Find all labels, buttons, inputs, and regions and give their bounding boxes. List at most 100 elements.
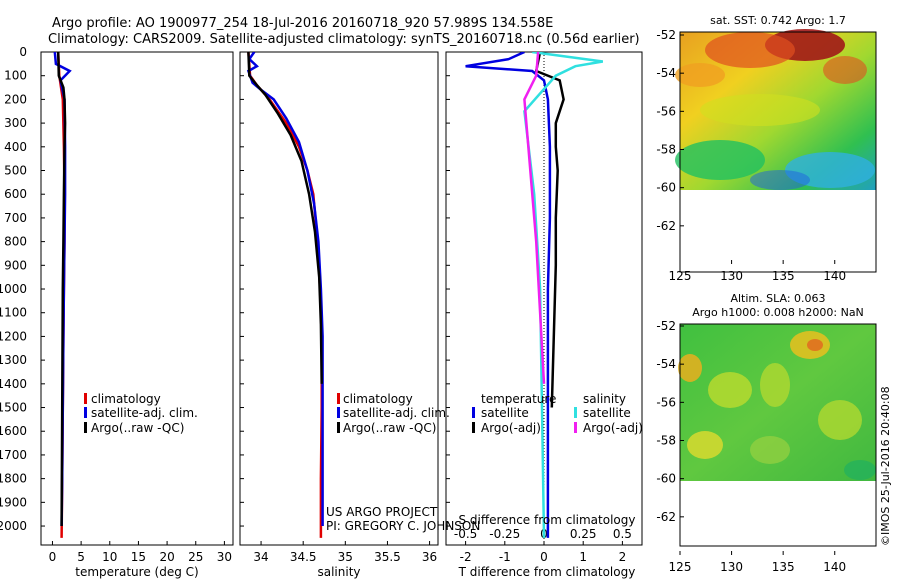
x-tick-label: -1 — [499, 550, 511, 564]
series-line-argo-raw-qc- — [56, 52, 67, 527]
legend-label: climatology — [91, 392, 161, 406]
legend-label: Argo(..raw -QC) — [343, 421, 436, 435]
series-line-t-argo-adj- — [534, 52, 565, 408]
depth-tick-label: 1300 — [0, 353, 27, 367]
sst-map-border — [679, 31, 877, 273]
difference-legend: temperature salinity satellite Argo(-adj… — [472, 392, 643, 435]
x-tick-label: 2 — [619, 550, 627, 564]
map-y-tick-label: -54 — [656, 66, 676, 80]
depth-tick-label: 1800 — [0, 472, 27, 486]
x-tick-label: 35.5 — [374, 550, 401, 564]
legend-swatch-argo — [337, 422, 340, 433]
difference-xlabel-top: S difference from climatology — [459, 513, 636, 527]
x-tick-label: 15 — [131, 550, 146, 564]
map-x-tick-label: 125 — [669, 269, 692, 283]
salinity-xlabel: salinity — [317, 565, 360, 579]
map-y-tick-label: -60 — [656, 181, 676, 195]
depth-tick-label: 1200 — [0, 329, 27, 343]
map-x-tick-label: 125 — [669, 560, 692, 574]
depth-tick-label: 1900 — [0, 495, 27, 509]
series-line-satellite-adj-clim- — [246, 52, 324, 526]
x-tick-label: 34 — [253, 550, 268, 564]
legend-label: Argo(-adj) — [481, 421, 541, 435]
map-y-tick-label: -54 — [656, 357, 676, 371]
salinity-series — [246, 52, 324, 538]
temperature-legend: climatology satellite-adj. clim. Argo(..… — [84, 392, 198, 435]
depth-tick-label: 400 — [4, 140, 27, 154]
map-x-tick-label: 130 — [720, 269, 743, 283]
legend-swatch-s-satellite — [574, 407, 577, 418]
depth-tick-label: 2000 — [0, 519, 27, 533]
map-x-tick-label: 140 — [823, 560, 846, 574]
salinity-legend: climatology satellite-adj. clim. Argo(..… — [337, 392, 450, 435]
temperature-series — [53, 52, 72, 538]
sst-map-title: sat. SST: 0.742 Argo: 1.7 — [710, 14, 846, 27]
legend-label: satellite — [481, 406, 529, 420]
depth-tick-label: 200 — [4, 92, 27, 106]
x-tick-label: 20 — [159, 550, 174, 564]
depth-tick-label: 1400 — [0, 377, 27, 391]
depth-tick-label: 900 — [4, 258, 27, 272]
depth-axis: 0 100 200 300 400 500 600 700 800 900 1000 1100 1200… — [0, 45, 450, 533]
depth-tick-label: 700 — [4, 211, 27, 225]
depth-tick-label: 500 — [4, 164, 27, 178]
difference-series — [465, 52, 604, 538]
header-line1: Argo profile: AO 1900977_254 18-Jul-2016… — [52, 16, 553, 31]
sla-heatmap — [678, 324, 876, 481]
salinity-x-axis: 34 34.5 35 35.5 36 — [253, 541, 437, 564]
series-line-s-satellite — [523, 52, 604, 538]
legend-swatch-satellite — [84, 407, 87, 418]
depth-tick-label: 1600 — [0, 424, 27, 438]
legend-label: satellite-adj. clim. — [91, 406, 198, 420]
depth-tick-label: 100 — [4, 69, 27, 83]
x-tick-label: 0 — [540, 550, 548, 564]
depth-tick-label: 1100 — [0, 306, 27, 320]
legend-label: climatology — [343, 392, 413, 406]
credit-text: ©IMOS 25-Jul-2016 20:40:08 — [879, 386, 892, 546]
x-tick-label: 0 — [49, 550, 57, 564]
series-line-t-satellite — [465, 52, 552, 538]
legend-swatch-climatology — [337, 393, 340, 404]
map-y-tick-label: -56 — [656, 395, 676, 409]
depth-tick-label: 300 — [4, 116, 27, 130]
temperature-x-axis: 0 5 10 15 20 25 30 — [49, 541, 232, 564]
x-tick-label-salinity: -0.25 — [489, 527, 520, 541]
x-tick-label-salinity: -0.5 — [454, 527, 477, 541]
map-y-tick-label: -52 — [656, 319, 676, 333]
x-tick-label: 34.5 — [290, 550, 317, 564]
x-tick-label: 1 — [579, 550, 587, 564]
map-y-tick-label: -58 — [656, 143, 676, 157]
map-y-tick-label: -56 — [656, 104, 676, 118]
map-y-tick-label: -52 — [656, 28, 676, 42]
sla-map-subtitle: Argo h1000: 0.008 h2000: NaN — [692, 306, 864, 319]
x-tick-label: -2 — [460, 550, 472, 564]
sst-map-axes: 125 130 135 140 -52 -54 -56 -58 -60 -62 — [656, 28, 846, 283]
depth-tick-label: 1500 — [0, 401, 27, 415]
legend-header-temperature: temperature — [481, 392, 556, 406]
legend-header-salinity: salinity — [583, 392, 626, 406]
legend-swatch-s-argo — [574, 422, 577, 433]
x-tick-label-salinity: 0.25 — [570, 527, 597, 541]
pi-annotation: PI: GREGORY C. JOHNSON — [326, 519, 480, 533]
salinity-panel — [239, 51, 439, 546]
x-tick-label: 10 — [102, 550, 117, 564]
sst-heatmap — [675, 29, 876, 190]
legend-swatch-t-satellite — [472, 407, 475, 418]
difference-x-axis: -2 -1 0 1 2-0.5 -0.25 0 0.25 0.5 — [454, 52, 632, 564]
temperature-panel — [40, 51, 234, 546]
temperature-xlabel: temperature (deg C) — [75, 565, 198, 579]
legend-label: satellite — [583, 406, 631, 420]
x-tick-label-salinity: 0.5 — [613, 527, 632, 541]
series-line-argo-raw-qc- — [247, 52, 323, 384]
sla-map-axes: 125 130 135 140 -52 -54 -56 -58 -60 -62 — [656, 319, 846, 574]
depth-tick-label: 800 — [4, 235, 27, 249]
x-tick-label: 30 — [217, 550, 232, 564]
depth-tick-label: 600 — [4, 187, 27, 201]
legend-swatch-climatology — [84, 393, 87, 404]
map-x-tick-label: 140 — [823, 269, 846, 283]
map-y-tick-label: -58 — [656, 434, 676, 448]
x-tick-label: 5 — [77, 550, 85, 564]
x-tick-label: 36 — [422, 550, 437, 564]
legend-label: Argo(-adj) — [583, 421, 643, 435]
